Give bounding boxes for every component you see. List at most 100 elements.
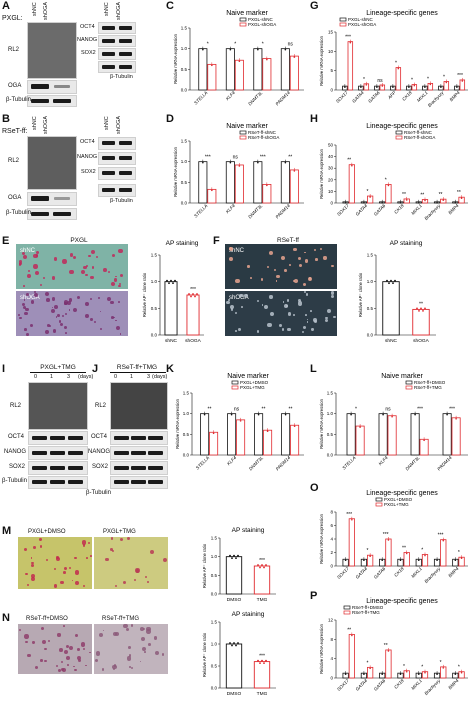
blot-b-tubulin-2 [98,184,136,197]
cell-colony [244,293,248,298]
data-point [351,634,353,637]
panel-label-b: B [2,113,10,125]
bar [347,41,354,91]
cell-colony [91,265,95,269]
chart-title: AP staining [166,240,199,247]
legend-swatch [339,22,347,27]
data-point [442,667,445,669]
x-tick-label: STELLA [193,203,208,218]
data-point [235,644,237,647]
cell-colony [119,274,123,278]
data-point [237,554,239,557]
legend-label: RSeT-ff-shNC [248,130,277,135]
cell-colony [72,308,78,313]
blot-b-sox2 [98,167,136,180]
data-point [351,518,353,521]
bar [200,413,210,456]
bar [262,184,272,204]
cell-colony [43,276,46,279]
blot-a-sox2 [98,48,136,60]
y-tick-label: 1.5 [181,26,188,31]
x-tick-label: Brachyury [423,678,441,696]
bar [198,161,208,204]
bar [225,556,243,595]
cell-colony [30,300,35,304]
cell-colony [129,666,131,668]
data-point [454,559,457,562]
significance-label: *** [260,155,266,161]
cell-colony [54,305,58,310]
x-tick-label: CK18 [393,566,405,578]
cell-colony [41,627,45,631]
legend-label: PXGL-shNC [248,17,274,22]
cell-colony [27,274,31,278]
cell-colony [98,632,103,637]
bar [458,671,465,679]
cell-colony [83,265,87,270]
bar [346,413,356,456]
bar [397,672,404,679]
y-tick-label: 0.0 [181,88,188,93]
cell-colony [85,313,90,318]
row-i-tubulin: β-Tubulin [2,478,27,484]
cell-colony [74,570,79,575]
bar [209,431,219,456]
data-point [238,60,241,63]
data-point [394,279,396,282]
legend-label: PXGL+DMSO [384,497,413,502]
data-point [211,64,213,67]
cell-colony [263,305,268,310]
cell-colony [18,628,21,631]
data-point [392,282,394,285]
cell-colony [228,247,233,251]
significance-label: * [421,665,423,671]
panel-label-k: K [166,363,174,375]
y-tick-label: 10 [328,49,334,54]
data-point [381,85,384,87]
data-point [257,659,259,662]
cell-colony [22,254,28,259]
legend-label: RSeT-ff+TMG [352,610,380,615]
data-point [363,202,365,204]
cell-colony [18,259,22,264]
cell-colony [44,330,49,335]
data-point [266,184,268,187]
cell-colony [136,569,140,573]
cell-colony [53,567,57,571]
panel-label-f: F [213,235,220,247]
legend-swatch [343,610,351,615]
cell-colony [51,306,54,309]
legend-swatch [375,502,383,507]
cell-colony [46,298,50,302]
bar [186,294,200,336]
cell-colony [269,295,273,299]
panel-a-col2-shoga: shOGA [116,1,122,20]
data-point [263,662,265,664]
cell-colony [292,314,295,316]
data-point [266,430,269,432]
bar [419,438,429,456]
cell-colony [111,549,115,552]
x-tick-label: SOX17 [336,678,350,692]
cell-colony [119,537,124,541]
cell-colony [24,634,29,639]
significance-label: * [363,77,365,83]
bar [236,419,246,456]
significance-label: *** [457,73,463,79]
data-point [233,554,235,557]
bar [385,538,392,567]
data-point [261,564,263,566]
y-axis-label: Relative AP⁺ clone ratio [202,543,207,588]
significance-label: ** [402,192,406,198]
y-tick-label: 0.5 [211,664,218,669]
x-tick-label: CK18 [401,90,413,102]
panel-i-t2: 3 [67,374,71,380]
data-point [436,559,438,562]
data-point [344,559,347,562]
panel-i-t0: 0 [34,374,38,380]
cell-colony [153,636,158,640]
cell-colony [105,558,109,562]
data-point [405,670,408,673]
cell-colony [63,302,67,305]
x-tick-label: PRDM14 [436,455,453,472]
